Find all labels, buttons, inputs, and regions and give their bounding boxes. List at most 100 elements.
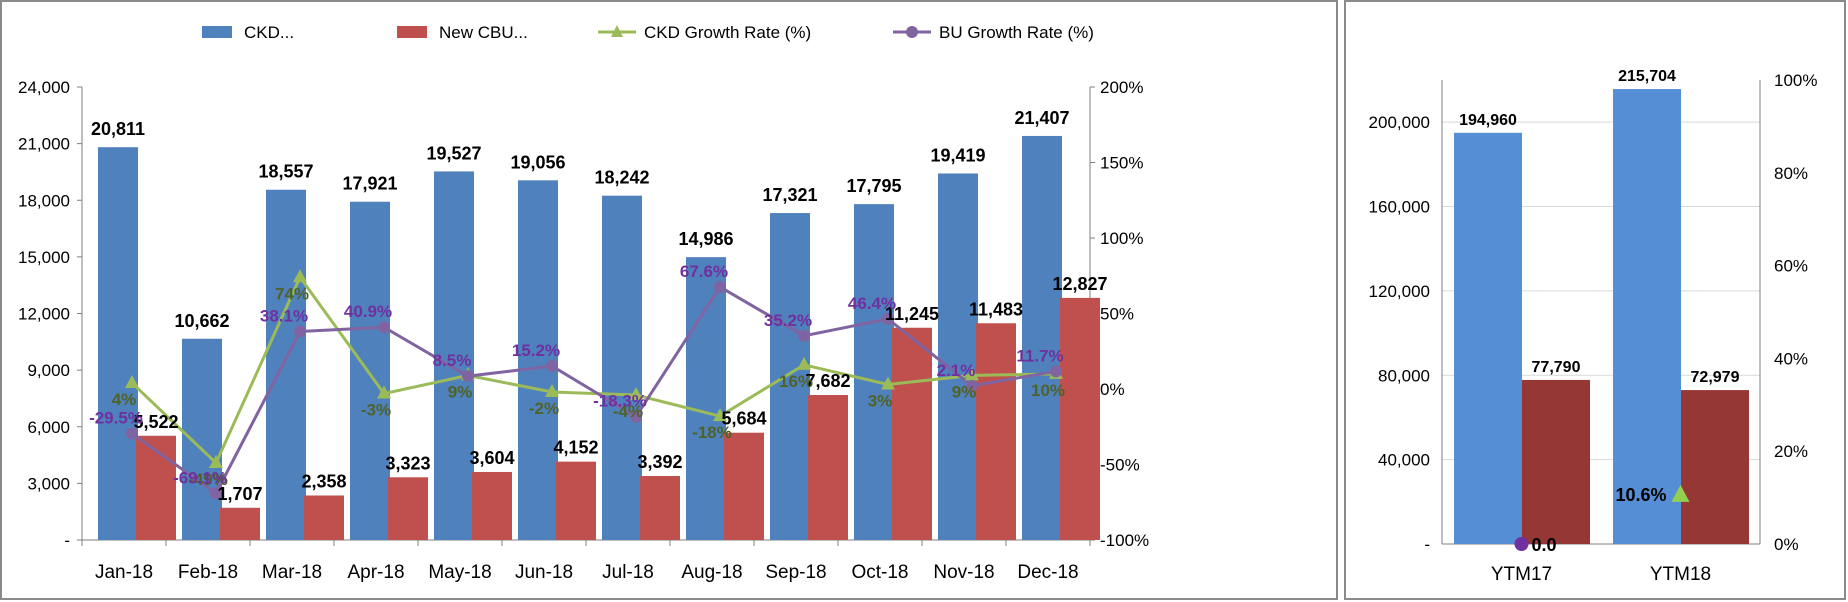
ckd-growth-marker [965,367,979,381]
ckd-growth-label: 3% [868,391,893,410]
ckd-growth-marker [209,454,223,468]
ckd-bar [182,338,222,540]
x-category-label: May-18 [428,562,491,583]
ckd-bar [938,173,978,540]
y-tick-label: 40,000 [1378,451,1430,470]
ckd-growth-marker [125,374,139,388]
ckd-growth-label: -18% [692,423,732,442]
legend-label: CKD Growth Rate (%) [644,23,811,42]
bu-growth-marker [882,312,894,325]
y-tick-label: 15,000 [18,248,70,267]
cbu-value-label: 7,682 [805,371,850,391]
y-tick-label: 80,000 [1378,366,1430,385]
y2-tick-label: 100% [1100,229,1143,248]
bu-growth-marker [630,410,642,423]
y2-tick-label: 80% [1774,164,1808,183]
cbu-value-label: 3,392 [637,452,682,472]
ckd-growth-marker [881,376,895,390]
bu-growth-label: -18.3% [593,392,647,411]
ckd-growth-label: 10.6% [1615,485,1666,505]
ckd-value-label: 17,795 [846,176,901,196]
cbu-value-label: 77,790 [1532,359,1581,376]
cbu-value-label: 5,684 [721,409,766,429]
y2-tick-label: -50% [1100,456,1140,475]
y-tick-label: 160,000 [1369,198,1430,217]
y2-tick-label: 200% [1100,78,1143,97]
y2-tick-label: 150% [1100,154,1143,173]
bu-growth-marker [378,321,390,334]
cbu-value-label: 3,604 [469,448,514,468]
cbu-value-label: 4,152 [553,438,598,458]
monthly-chart-panel: - 3,000 6,000 9,000 12,000 15,000 18,000 21,000… [0,0,1338,600]
cbu-value-label: 5,522 [133,412,178,432]
cbu-bar [220,507,260,540]
bu-growth-marker [462,370,474,383]
cbu-bar [556,461,596,540]
ckd-growth-marker [713,408,727,422]
legend-marker [611,25,623,37]
ckd-value-label: 21,407 [1014,108,1069,128]
bu-growth-marker [798,329,810,342]
y-tick-label: 200,000 [1369,113,1430,132]
y-tick-label: 6,000 [27,418,70,437]
y2-tick-label: 100% [1774,71,1817,90]
ckd-value-label: 10,662 [174,311,229,331]
bu-growth-label: 0.0 [1532,535,1557,555]
ckd-growth-marker [377,385,391,399]
ckd-value-label: 215,704 [1618,68,1676,85]
x-category-label: YTM17 [1491,564,1552,585]
ckd-growth-marker [293,269,307,283]
bu-growth-label: -29.5% [89,409,143,428]
x-category-label: Aug-18 [681,562,742,583]
y2-tick-label: 50% [1100,305,1134,324]
ckd-bar [1454,132,1522,544]
y2-tick-label: 0% [1100,380,1125,399]
ckd-value-label: 18,242 [594,168,649,188]
ckd-value-label: 18,557 [258,162,313,182]
bu-growth-line [131,284,1057,496]
x-category-label: Jan-18 [95,562,153,583]
y-tick-label: 3,000 [27,474,70,493]
y2-tick-label: 20% [1774,442,1808,461]
bu-growth-marker [966,379,978,392]
ckd-bar [854,204,894,540]
ckd-bar [98,147,138,540]
ckd-value-label: 20,811 [91,119,145,139]
x-category-label: Jul-18 [602,562,654,583]
legend-label: CKD... [244,23,294,42]
ckd-bar [686,257,726,540]
bu-growth-marker [294,325,306,338]
y-tick-label: 24,000 [18,78,70,97]
cbu-value-label: 12,827 [1052,274,1107,294]
cbu-bar [1060,297,1100,540]
bu-growth-label: 35.2% [764,311,812,330]
bu-growth-label: 2.1% [937,361,976,380]
x-category-label: YTM18 [1650,564,1711,585]
x-category-label: Dec-18 [1017,562,1078,583]
ckd-growth-label: 4% [112,390,137,409]
cbu-value-label: 3,323 [385,453,430,473]
x-category-label: Mar-18 [262,562,322,583]
ckd-value-label: 17,921 [342,174,397,194]
ckd-value-label: 14,986 [678,229,733,249]
cbu-bar [136,435,176,540]
cbu-bar [892,327,932,540]
bu-growth-marker [210,487,222,500]
ckd-growth-marker [797,356,811,370]
cbu-bar [388,477,428,540]
cbu-bar [1681,390,1749,544]
y-tick-label: 9,000 [27,361,70,380]
bu-growth-label: 8.5% [433,351,472,370]
x-category-label: Apr-18 [347,562,404,583]
ckd-bar [350,201,390,540]
cbu-bar [304,495,344,540]
ckd-growth-label: 10% [1031,381,1065,400]
bu-growth-marker [1514,537,1529,551]
ckd-value-label: 19,419 [930,145,985,165]
bu-growth-marker [126,427,138,440]
y2-tick-label: 0% [1774,535,1799,554]
x-category-label: Jun-18 [515,562,573,583]
ckd-value-label: 17,321 [762,185,817,205]
legend-swatch [202,26,232,38]
cbu-value-label: 11,245 [885,304,939,324]
